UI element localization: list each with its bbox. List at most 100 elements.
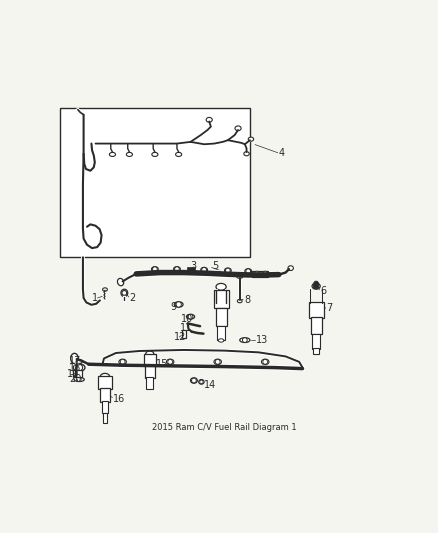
Text: 12: 12 bbox=[173, 332, 186, 342]
Circle shape bbox=[314, 284, 319, 289]
Ellipse shape bbox=[224, 268, 231, 273]
Text: 9: 9 bbox=[170, 302, 176, 312]
Text: 6: 6 bbox=[320, 286, 326, 296]
Text: 7: 7 bbox=[326, 303, 332, 313]
Ellipse shape bbox=[288, 266, 293, 271]
Text: 8: 8 bbox=[244, 295, 250, 305]
Ellipse shape bbox=[214, 359, 222, 365]
Circle shape bbox=[226, 268, 230, 273]
Ellipse shape bbox=[76, 359, 82, 364]
Bar bbox=[314, 348, 319, 354]
Circle shape bbox=[188, 314, 193, 319]
Bar bbox=[214, 289, 229, 308]
Bar bbox=[60, 108, 250, 257]
Text: 16: 16 bbox=[113, 394, 125, 404]
Circle shape bbox=[215, 359, 220, 364]
Ellipse shape bbox=[110, 152, 116, 157]
Circle shape bbox=[168, 359, 173, 364]
Text: 18: 18 bbox=[69, 362, 81, 373]
Circle shape bbox=[152, 267, 157, 271]
Bar bbox=[309, 302, 324, 318]
Ellipse shape bbox=[176, 152, 182, 157]
Text: 15: 15 bbox=[156, 359, 168, 368]
Ellipse shape bbox=[146, 351, 154, 357]
Bar bbox=[146, 377, 153, 389]
Bar bbox=[102, 401, 108, 414]
Ellipse shape bbox=[312, 283, 320, 289]
Circle shape bbox=[191, 378, 196, 383]
Text: 3: 3 bbox=[191, 261, 197, 271]
Ellipse shape bbox=[240, 338, 250, 343]
Ellipse shape bbox=[119, 359, 127, 365]
Circle shape bbox=[202, 268, 206, 272]
Bar bbox=[145, 365, 155, 378]
Ellipse shape bbox=[166, 359, 174, 365]
Ellipse shape bbox=[152, 266, 158, 272]
Circle shape bbox=[120, 359, 125, 364]
Text: 2: 2 bbox=[130, 293, 136, 303]
Circle shape bbox=[314, 281, 318, 286]
Circle shape bbox=[176, 302, 181, 307]
Circle shape bbox=[76, 373, 80, 376]
Text: 13: 13 bbox=[256, 335, 268, 345]
Bar bbox=[312, 334, 320, 349]
Ellipse shape bbox=[174, 302, 183, 307]
Ellipse shape bbox=[71, 353, 78, 364]
Bar bbox=[215, 308, 226, 326]
Ellipse shape bbox=[74, 364, 85, 372]
Ellipse shape bbox=[248, 137, 254, 141]
Circle shape bbox=[254, 271, 259, 277]
Ellipse shape bbox=[191, 378, 197, 383]
Ellipse shape bbox=[173, 266, 180, 272]
Bar bbox=[74, 370, 82, 377]
Bar bbox=[217, 326, 225, 341]
Text: 14: 14 bbox=[204, 379, 216, 390]
Ellipse shape bbox=[244, 152, 249, 156]
Circle shape bbox=[263, 359, 268, 364]
Ellipse shape bbox=[187, 314, 194, 319]
Bar bbox=[98, 376, 112, 389]
Bar bbox=[100, 388, 110, 401]
Ellipse shape bbox=[74, 373, 82, 376]
Ellipse shape bbox=[237, 300, 242, 303]
Ellipse shape bbox=[121, 289, 128, 297]
Ellipse shape bbox=[216, 284, 226, 290]
Text: 11: 11 bbox=[180, 322, 193, 333]
Text: 2015 Ram C/V Fuel Rail Diagram 1: 2015 Ram C/V Fuel Rail Diagram 1 bbox=[152, 423, 297, 432]
Ellipse shape bbox=[206, 117, 212, 122]
Ellipse shape bbox=[199, 379, 204, 384]
Ellipse shape bbox=[117, 278, 124, 286]
Ellipse shape bbox=[201, 267, 208, 272]
Bar bbox=[251, 271, 268, 277]
Circle shape bbox=[76, 364, 83, 371]
Circle shape bbox=[200, 380, 203, 384]
Ellipse shape bbox=[235, 126, 241, 131]
Ellipse shape bbox=[152, 152, 158, 157]
Text: 4: 4 bbox=[279, 148, 285, 158]
Ellipse shape bbox=[102, 288, 107, 291]
Ellipse shape bbox=[74, 377, 84, 382]
Bar bbox=[311, 317, 321, 334]
Ellipse shape bbox=[245, 269, 251, 274]
Ellipse shape bbox=[261, 359, 269, 365]
Text: 5: 5 bbox=[212, 262, 219, 271]
Ellipse shape bbox=[127, 152, 132, 157]
Text: 1: 1 bbox=[92, 293, 98, 303]
Bar bbox=[144, 354, 156, 366]
Bar bbox=[102, 413, 107, 423]
Bar bbox=[182, 330, 186, 338]
Circle shape bbox=[246, 269, 251, 273]
Bar bbox=[187, 267, 194, 271]
Text: 17: 17 bbox=[69, 357, 82, 367]
Circle shape bbox=[243, 338, 247, 343]
Circle shape bbox=[77, 377, 81, 382]
Ellipse shape bbox=[237, 275, 243, 278]
Text: 20: 20 bbox=[69, 375, 82, 384]
Text: 19: 19 bbox=[67, 369, 79, 379]
Text: 10: 10 bbox=[181, 314, 193, 325]
Circle shape bbox=[122, 290, 127, 295]
Ellipse shape bbox=[219, 339, 224, 342]
Circle shape bbox=[262, 271, 268, 277]
Circle shape bbox=[175, 267, 179, 271]
Ellipse shape bbox=[100, 374, 110, 380]
